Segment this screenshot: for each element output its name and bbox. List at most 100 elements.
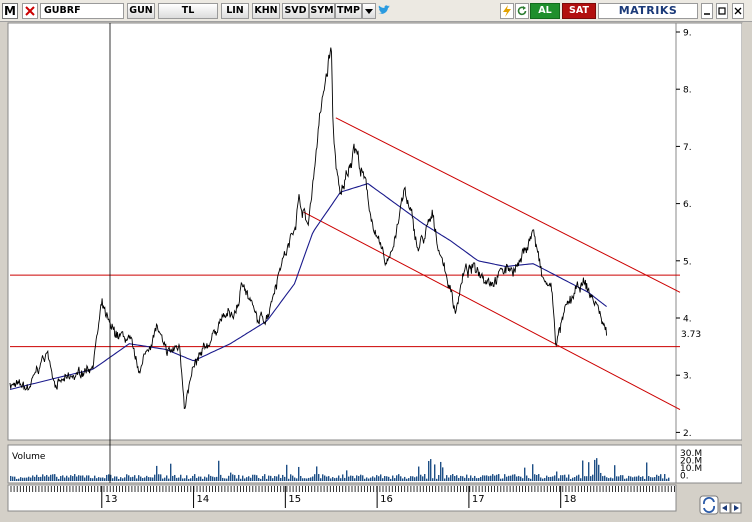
dropdown-arrow-icon[interactable] [362,3,376,19]
volume-bar [216,476,218,481]
maximize-icon[interactable] [716,3,728,19]
minimize-icon[interactable] [701,3,713,19]
volume-bar [126,474,128,481]
volume-bar [234,475,236,481]
volume-bar [646,462,648,481]
volume-bar [648,476,650,481]
close-icon[interactable] [732,3,744,19]
volume-bar [526,475,528,481]
channel-upper-line[interactable] [335,117,681,293]
volume-bar [552,476,554,481]
volume-bar [530,478,532,481]
scale-lin-button[interactable]: LIN [221,3,249,19]
volume-bar [24,477,26,481]
volume-bar [62,475,64,481]
khn-button[interactable]: KHN [252,3,280,19]
volume-bar [598,464,600,481]
volume-bar [610,477,612,481]
volume-bar [52,474,54,481]
trend-channel[interactable] [303,117,681,410]
close-x-icon[interactable] [22,3,38,19]
volume-bar [564,474,566,481]
volume-bar [86,475,88,481]
volume-bar [222,477,224,481]
sym-button[interactable]: SYM [309,3,335,19]
scroll-right-icon[interactable] [730,502,742,514]
volume-bar [82,475,84,481]
volume-bar [16,478,18,481]
refresh-icon[interactable] [515,3,529,19]
volume-bar [176,477,178,481]
period-gun-button[interactable]: GUN [127,3,155,19]
volume-bar [468,478,470,481]
volume-bar [266,478,268,481]
buy-al-button[interactable]: AL [530,3,560,19]
volume-bar [46,474,48,481]
volume-bar [452,474,454,481]
volume-bar [30,477,32,481]
plot-area[interactable] [7,22,677,441]
volume-bar [170,463,172,481]
volume-bar [316,466,318,481]
volume-bar [574,477,576,481]
bottom-scrollbar[interactable] [678,511,740,521]
volume-bar [366,477,368,481]
volume-bar [638,475,640,481]
volume-bar [666,478,668,481]
channel-lower-line[interactable] [303,211,681,410]
volume-bar [524,467,526,481]
price-chart[interactable]: Volume 30.M20.M10.M0. 9. 8. 7. 6. 5. 4. 3. 2. 3… [0,22,752,522]
horizontal-levels[interactable] [10,274,680,348]
last-price-label: 3.73 [681,330,701,340]
right-scrollbar[interactable] [742,23,750,511]
currency-tl-button[interactable]: TL [158,3,218,19]
volume-bar [162,478,164,481]
volume-bar [464,477,466,481]
volume-bar [64,477,66,481]
volume-bar [114,476,116,481]
x-axis-year-labels: 13 14 15 16 17 18 [101,486,576,508]
y-axis-ticks: 9. 8. 7. 6. 5. 4. 3. 2. [676,29,692,439]
volume-bar [338,475,340,481]
volume-bar [244,478,246,481]
volume-bar [516,476,518,481]
volume-bar [150,477,152,481]
volume-tick-label: 20.M [680,457,702,467]
volume-bar [606,477,608,481]
volume-bar [624,478,626,481]
volume-bar [594,459,596,481]
volume-bar [546,475,548,481]
x-year-label: 15 [288,494,301,505]
volume-bar [72,476,74,481]
volume-bar [344,477,346,481]
twitter-bird-icon[interactable] [377,3,391,19]
volume-bar [558,478,560,481]
volume-bar [120,477,122,481]
scroll-left-icon[interactable] [719,502,731,514]
tmp-button[interactable]: TMP [335,3,362,19]
volume-bar [200,476,202,481]
svd-button[interactable]: SVD [282,3,309,19]
volume-bar [138,475,140,481]
volume-bar [426,478,428,481]
volume-bar [278,474,280,481]
volume-bar [314,474,316,481]
sell-sat-button[interactable]: SAT [562,3,596,19]
sync-icon[interactable] [699,495,719,515]
volume-bar [368,478,370,481]
volume-bar [496,474,498,481]
volume-bar [28,476,30,481]
volume-bar [198,476,200,481]
lightning-icon[interactable] [500,3,514,19]
volume-bar [252,474,254,481]
symbol-input[interactable]: GUBRF [40,3,124,19]
volume-bar [634,476,636,481]
volume-bar [310,477,312,481]
volume-bar [378,476,380,481]
volume-bar [578,474,580,481]
volume-bar [480,476,482,481]
volume-bar [22,477,24,481]
y-tick-label: 6. [683,200,692,210]
matriks-m-logo[interactable]: M [2,3,18,19]
